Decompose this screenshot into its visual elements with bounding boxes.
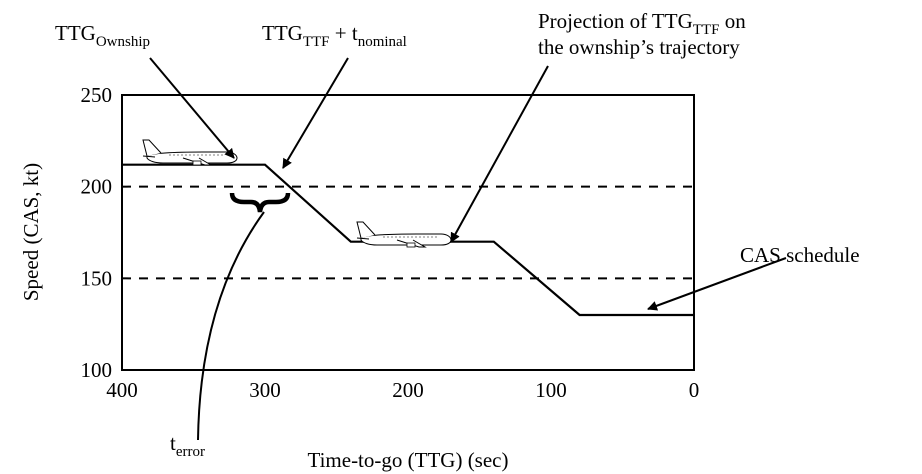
x-tick-label: 100: [535, 378, 567, 402]
x-axis-title: Time-to-go (TTG) (sec): [307, 448, 508, 472]
x-tick-label: 0: [689, 378, 700, 402]
y-tick-label: 200: [81, 175, 113, 199]
y-tick-label: 150: [81, 266, 113, 290]
plot-frame: [121, 94, 695, 371]
cas-schedule-arrow: [647, 257, 787, 311]
x-tick-labels: 400 300 200 100 0: [106, 378, 699, 402]
y-axis-title: Speed (CAS, kt): [19, 163, 43, 301]
error-pointer: [197, 211, 265, 441]
error-label: terror: [170, 431, 205, 460]
y-tick-labels: 100 150 200 250: [81, 83, 113, 382]
y-tick-label: 250: [81, 83, 113, 107]
reference-lines: [122, 185, 694, 280]
projection-label-line2: the ownship’s trajectory: [538, 35, 740, 59]
airplane-icon: [142, 139, 238, 166]
nominal-label: TTGTTF + tnominal: [262, 21, 407, 50]
x-tick-label: 400: [106, 378, 138, 402]
ownship-label: TTGOwnship: [55, 21, 150, 50]
projection-arrow: [450, 65, 549, 243]
x-tick-label: 200: [392, 378, 424, 402]
airplane-icon: [356, 221, 452, 248]
nominal-arrow: [282, 57, 349, 169]
error-brace: [229, 192, 291, 213]
y-tick-label: 100: [81, 358, 113, 382]
ownship-arrow: [149, 57, 235, 159]
projection-label-line1: Projection of TTGTTF on: [538, 9, 746, 38]
x-tick-label: 300: [249, 378, 281, 402]
cas-schedule-label: CAS schedule: [740, 243, 860, 267]
